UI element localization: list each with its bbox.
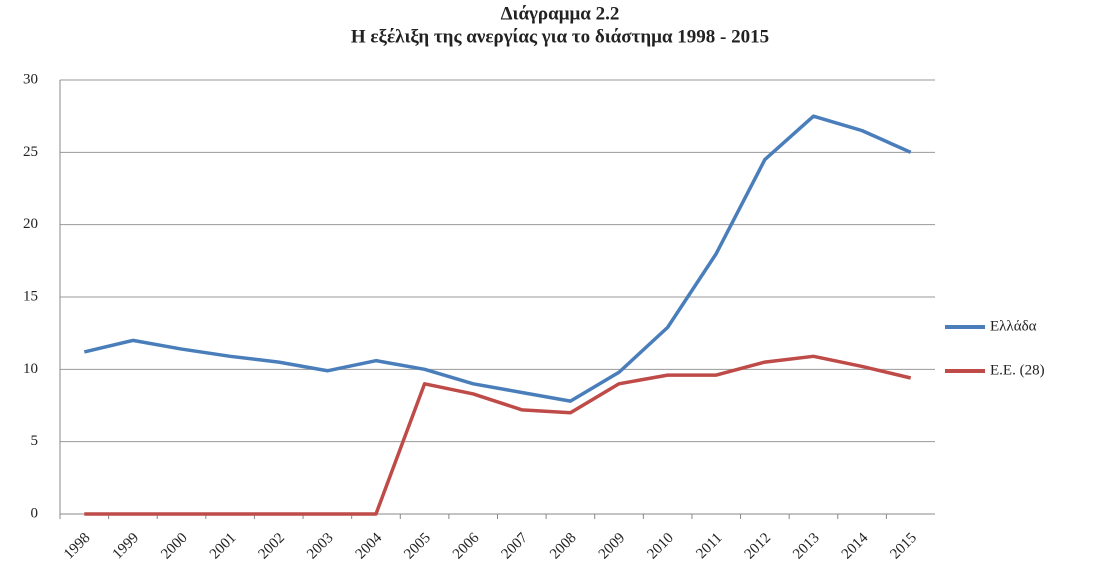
y-tick-label: 20 — [23, 216, 38, 232]
x-tick-label: 2010 — [644, 530, 677, 563]
x-tick-label: 2011 — [693, 530, 725, 562]
x-tick-label: 2014 — [839, 530, 872, 563]
y-tick-label: 30 — [23, 71, 38, 87]
y-tick-label: 5 — [31, 433, 39, 449]
x-tick-label: 2002 — [255, 530, 288, 563]
x-tick-label: 1998 — [61, 530, 94, 563]
x-tick-label: 2015 — [887, 530, 920, 563]
x-tick-label: 2008 — [547, 530, 580, 563]
y-tick-label: 15 — [23, 288, 38, 304]
x-tick-label: 2003 — [304, 530, 337, 563]
legend-label: Ελλάδα — [990, 318, 1037, 334]
chart-subtitle: Η εξέλιξη της ανεργίας για το διάστημα 1… — [351, 26, 769, 47]
y-tick-label: 25 — [23, 144, 38, 160]
x-tick-label: 2000 — [158, 530, 191, 563]
x-tick-label: 2006 — [450, 530, 483, 563]
x-tick-label: 2012 — [742, 530, 775, 563]
y-tick-label: 0 — [31, 505, 39, 521]
x-tick-label: 2013 — [790, 530, 823, 563]
x-tick-label: 2007 — [499, 530, 532, 563]
data-line — [83, 114, 912, 403]
data-line — [84, 354, 912, 516]
x-tick-label: 1999 — [110, 530, 143, 563]
chart-title: Διάγραμμα 2.2 — [501, 3, 620, 24]
legend-label: Ε.Ε. (28) — [990, 362, 1045, 378]
y-tick-label: 10 — [23, 361, 38, 377]
x-tick-label: 2004 — [353, 530, 386, 563]
x-tick-label: 2009 — [596, 530, 629, 563]
x-tick-label: 2001 — [207, 530, 240, 563]
x-tick-label: 2005 — [401, 530, 434, 563]
